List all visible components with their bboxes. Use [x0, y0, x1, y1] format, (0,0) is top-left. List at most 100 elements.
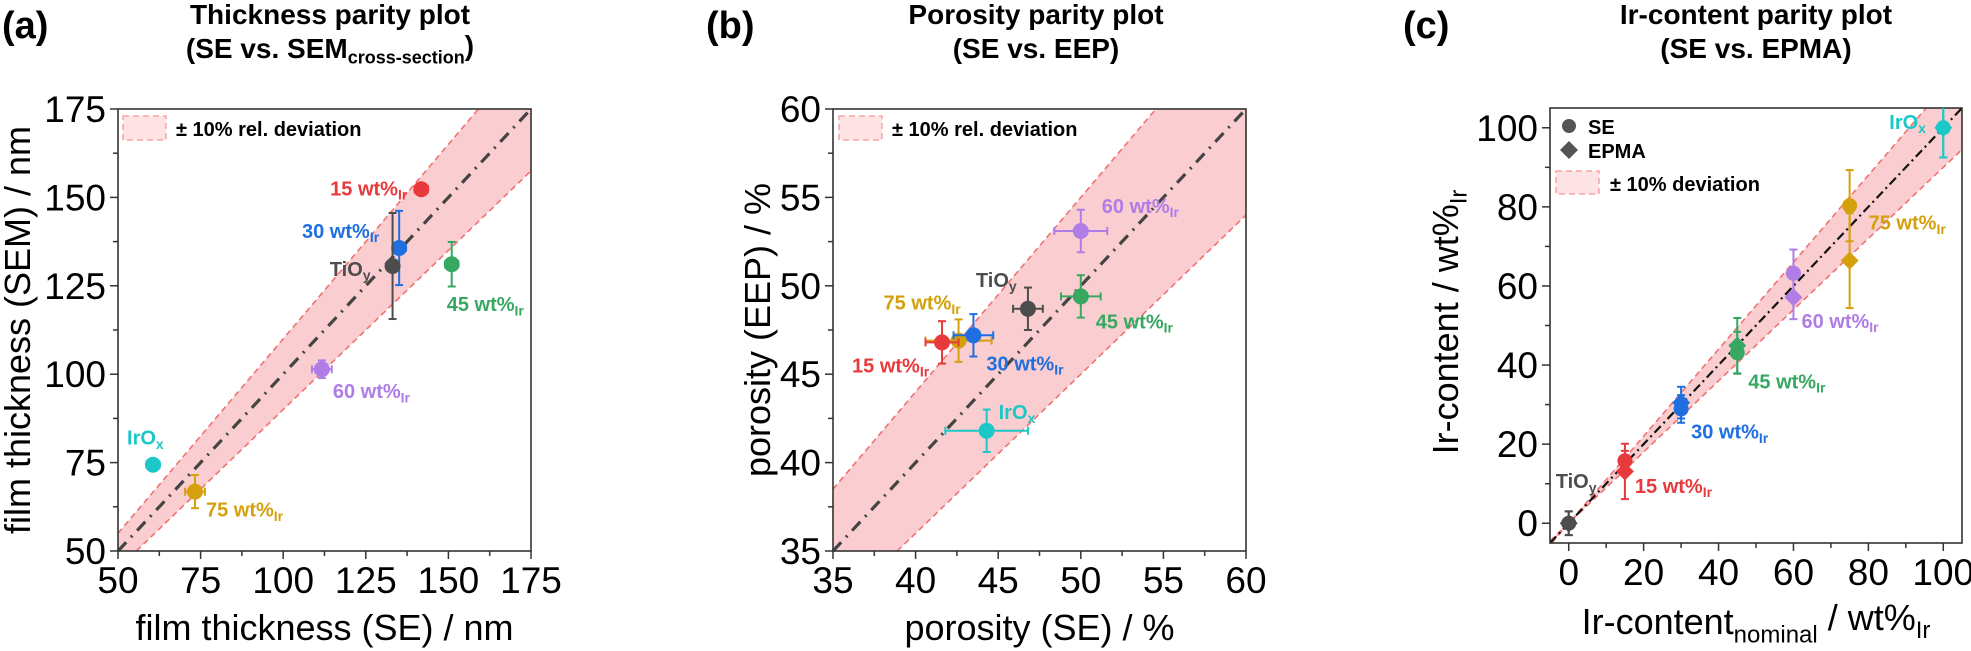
text-part: 35: [780, 531, 821, 572]
y-tick-label: 40: [1497, 345, 1538, 386]
band-lower-edge: [896, 214, 1247, 552]
text-part: 100: [1476, 108, 1538, 149]
text-part: 0: [1517, 503, 1538, 544]
point-marker: [313, 361, 330, 378]
text-part: 60 wt%: [333, 381, 401, 403]
x-tick-label: 40: [895, 560, 936, 601]
text-part: (SE vs. SEM: [186, 33, 348, 64]
point-label: 30 wt%Ir: [1691, 422, 1769, 446]
text-part: (a): [2, 5, 48, 47]
text-part: IrO: [999, 402, 1028, 424]
text-part: 100: [252, 560, 314, 601]
text-part: 55: [780, 177, 821, 218]
y-tick-label: 60: [1497, 266, 1538, 307]
data-point: [1559, 510, 1578, 537]
data-point: 75 wt%Ir: [184, 473, 284, 524]
text-part: 60 wt%: [1801, 311, 1869, 333]
circle-marker: [1842, 198, 1858, 214]
text-part: 55: [1143, 560, 1184, 601]
band-lower-edge: [135, 170, 532, 552]
subscript: y: [1589, 479, 1597, 495]
text-part: 60: [780, 89, 821, 130]
text-part: (b): [706, 5, 755, 47]
y-tick-label: 55: [780, 177, 821, 218]
text-part: 125: [335, 560, 397, 601]
point-label: 15 wt%Ir: [852, 355, 930, 379]
text-part: TiO: [330, 259, 363, 281]
chart-subtitle: (SE vs. SEMcross-section): [186, 30, 474, 67]
text-part: Ir-content: [1582, 601, 1734, 642]
point-marker: [1072, 222, 1089, 239]
data-point: 45 wt%Ir: [1059, 274, 1174, 336]
point-label: TiOy: [330, 259, 371, 283]
text-part: 75: [180, 560, 221, 601]
subscript: Ir: [1170, 204, 1180, 220]
x-tick-label: 60: [1773, 552, 1814, 593]
text-part: film thickness (SEM) / nm: [0, 126, 38, 534]
x-tick-label: 100: [1912, 552, 1971, 593]
text-part: 15 wt%: [852, 355, 920, 377]
point-label: 30 wt%Ir: [302, 221, 380, 245]
x-tick-label: 60: [1225, 560, 1266, 601]
panel-label: (c): [1403, 5, 1449, 47]
text-part: 0: [1558, 552, 1579, 593]
subscript: x: [1918, 120, 1926, 136]
text-part: ± 10% rel. deviation: [176, 119, 362, 141]
text-part: 15 wt%: [1635, 476, 1703, 498]
text-part: 20: [1497, 424, 1538, 465]
point-marker: [391, 239, 408, 256]
x-tick-label: 35: [812, 560, 853, 601]
data-point: 60 wt%Ir: [310, 359, 411, 405]
text-part: 60: [1773, 552, 1814, 593]
subscript: cross-section: [348, 47, 465, 67]
band-upper-edge: [1551, 107, 1927, 544]
text-part: film thickness (SE) / nm: [135, 607, 513, 648]
text-part: 30 wt%: [1691, 422, 1759, 444]
text-part: 30 wt%: [986, 353, 1054, 375]
subscript: Ir: [1164, 320, 1174, 336]
data-point: TiOy: [330, 211, 401, 321]
text-part: ± 10% rel. deviation: [892, 119, 1078, 141]
chart-subtitle: (SE vs. EEP): [953, 33, 1120, 64]
subscript: Ir: [398, 186, 408, 202]
subscript: Ir: [401, 389, 411, 405]
y-tick-label: 100: [1476, 108, 1538, 149]
text-part: 50: [97, 560, 138, 601]
text-part: IrO: [1889, 112, 1918, 134]
data-point: 45 wt%Ir: [443, 240, 524, 318]
data-point: TiOy: [976, 270, 1044, 331]
text-part: EPMA: [1588, 141, 1646, 163]
y-tick-label: 20: [1497, 424, 1538, 465]
panel-b: (b) Porosity parity plot(SE vs. EEP) 35 40 4…: [706, 0, 1267, 648]
data-point: [1840, 212, 1859, 310]
subscript: x: [1028, 410, 1036, 426]
point-label: TiOy: [1556, 471, 1597, 495]
text-part: 45: [978, 560, 1019, 601]
text-part: 175: [44, 89, 106, 130]
plot-area: [116, 107, 533, 553]
x-tick-label: 175: [500, 560, 562, 601]
series-epma: [1559, 108, 1953, 537]
subscript: Ir: [1869, 319, 1879, 335]
y-tick-label: 45: [780, 354, 821, 395]
text-part: 50: [1060, 560, 1101, 601]
text-part: 75 wt%: [1869, 213, 1937, 235]
point-marker: [1019, 300, 1036, 317]
x-tick-label: 0: [1558, 552, 1579, 593]
legend-band-swatch: [1555, 170, 1600, 195]
text-part: 150: [418, 560, 480, 601]
text-part: Porosity parity plot: [908, 0, 1163, 30]
point-label: 75 wt%Ir: [884, 293, 962, 317]
point-label: IrOx: [999, 402, 1036, 426]
y-tick-label: 35: [780, 531, 821, 572]
y-tick-label: 80: [1497, 187, 1538, 228]
data-point: 30 wt%Ir: [952, 313, 1064, 378]
x-tick-label: 75: [180, 560, 221, 601]
text-part: 75 wt%: [206, 500, 274, 522]
text-part: 150: [44, 177, 106, 218]
y-axis-label: porosity (EEP) / %: [737, 183, 778, 477]
text-part: TiO: [976, 270, 1009, 292]
x-tick-label: 40: [1698, 552, 1739, 593]
y-tick-label: 125: [44, 266, 106, 307]
plot-area: [831, 107, 1248, 553]
